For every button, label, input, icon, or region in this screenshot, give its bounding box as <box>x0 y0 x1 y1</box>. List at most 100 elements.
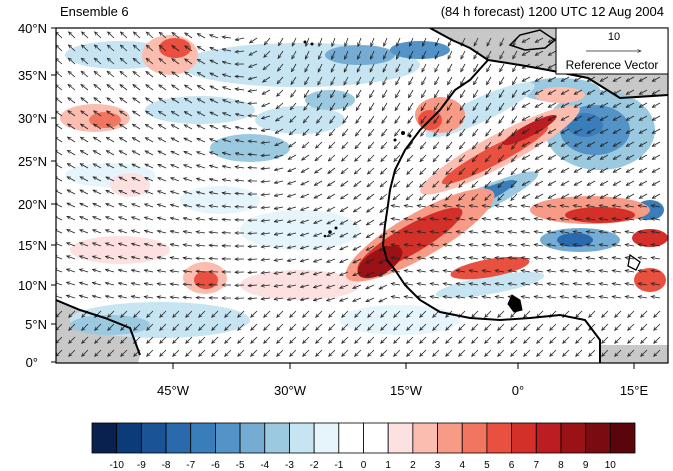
wind-vector <box>251 349 258 356</box>
wind-vector <box>574 76 583 81</box>
wind-vector <box>327 271 336 275</box>
wind-vector <box>342 141 349 149</box>
wind-vector <box>383 76 388 85</box>
wind-vector <box>599 244 609 246</box>
wind-vector <box>615 349 622 356</box>
wind-vector <box>495 231 505 233</box>
wind-vector <box>305 63 310 72</box>
wind-vector <box>134 323 141 330</box>
wind-vector <box>289 141 297 147</box>
wind-vector <box>95 32 102 39</box>
wind-vector <box>81 45 89 52</box>
wind-vector <box>144 283 154 285</box>
wind-vector <box>524 323 531 330</box>
wind-vector <box>482 283 492 285</box>
wind-vector <box>586 283 596 285</box>
wind-vector <box>134 310 141 317</box>
wind-vector <box>144 297 154 299</box>
wind-vector <box>358 50 362 59</box>
wind-vector <box>327 245 336 249</box>
wind-vector <box>472 141 479 149</box>
wind-vector <box>264 50 271 57</box>
wind-vector <box>235 140 245 142</box>
wind-vector <box>261 207 271 208</box>
wind-vector <box>354 167 362 174</box>
wind-vector <box>420 154 427 162</box>
wind-vector <box>183 284 193 285</box>
wind-vector <box>120 98 128 104</box>
wind-vector <box>170 231 180 233</box>
wind-vector <box>132 176 141 182</box>
wind-vector <box>120 71 128 78</box>
wind-vector <box>172 98 180 104</box>
wind-vector <box>474 76 479 85</box>
wind-vector <box>420 336 427 343</box>
wind-vector <box>456 231 466 233</box>
wind-vector <box>131 230 141 234</box>
wind-vector <box>56 111 63 117</box>
wind-vector <box>652 89 661 94</box>
wind-vector <box>589 336 596 343</box>
wind-vector <box>639 102 648 107</box>
wind-vector <box>433 167 440 175</box>
wind-vector <box>262 102 271 107</box>
wind-vector <box>379 271 388 276</box>
colorbar-label: 2 <box>410 460 416 471</box>
wind-vector <box>459 180 466 188</box>
colorbar-label: -10 <box>109 460 124 471</box>
wind-vector <box>563 323 570 330</box>
wind-vector <box>522 141 531 146</box>
wind-vector <box>68 98 76 104</box>
wind-vector <box>290 336 297 343</box>
wind-vector <box>512 115 518 123</box>
wind-vector <box>94 58 102 65</box>
wind-vector <box>56 190 63 195</box>
wind-vector <box>356 115 362 123</box>
wind-vector <box>499 115 505 123</box>
wind-vector <box>548 50 557 55</box>
wind-vector <box>638 205 648 207</box>
wind-vector <box>485 141 492 149</box>
wind-vector <box>261 220 271 221</box>
wind-vector <box>381 154 388 162</box>
wind-vector <box>368 349 375 356</box>
wind-vector <box>251 323 258 330</box>
wind-vector <box>146 98 154 104</box>
wind-vector <box>93 164 102 169</box>
wind-vector <box>340 271 349 275</box>
wind-vector <box>498 336 505 343</box>
wind-vector <box>106 217 115 221</box>
wind-vector <box>108 336 115 343</box>
wind-vector <box>381 310 388 317</box>
wind-vector <box>408 89 414 98</box>
wind-vector <box>547 231 557 233</box>
wind-vector <box>395 102 401 111</box>
wind-vector <box>495 257 505 259</box>
wind-vector <box>456 244 466 246</box>
wind-vector <box>118 257 128 260</box>
wind-vector <box>561 154 570 159</box>
wind-vector <box>95 323 102 330</box>
wind-vector <box>626 167 635 172</box>
wind-vector <box>340 206 349 212</box>
wind-vector <box>522 37 531 42</box>
wind-vector <box>499 102 505 111</box>
wind-vector <box>196 245 206 246</box>
wind-vector <box>472 193 479 200</box>
wind-vector <box>456 257 466 259</box>
wind-vector <box>587 167 596 172</box>
wind-vector <box>586 244 596 246</box>
wind-vector <box>94 84 102 91</box>
lon-label-30w: 30°W <box>274 383 307 398</box>
wind-vector <box>628 310 635 317</box>
wind-vector <box>317 89 323 98</box>
colorbar-label: -3 <box>285 460 294 471</box>
wind-vector <box>535 37 544 42</box>
wind-vector <box>327 219 336 225</box>
wind-vector <box>353 232 362 237</box>
wind-vector <box>394 154 401 162</box>
wind-vector <box>560 283 570 285</box>
wind-vector <box>235 167 245 168</box>
wind-vector <box>613 154 622 159</box>
wind-vector <box>287 219 297 222</box>
